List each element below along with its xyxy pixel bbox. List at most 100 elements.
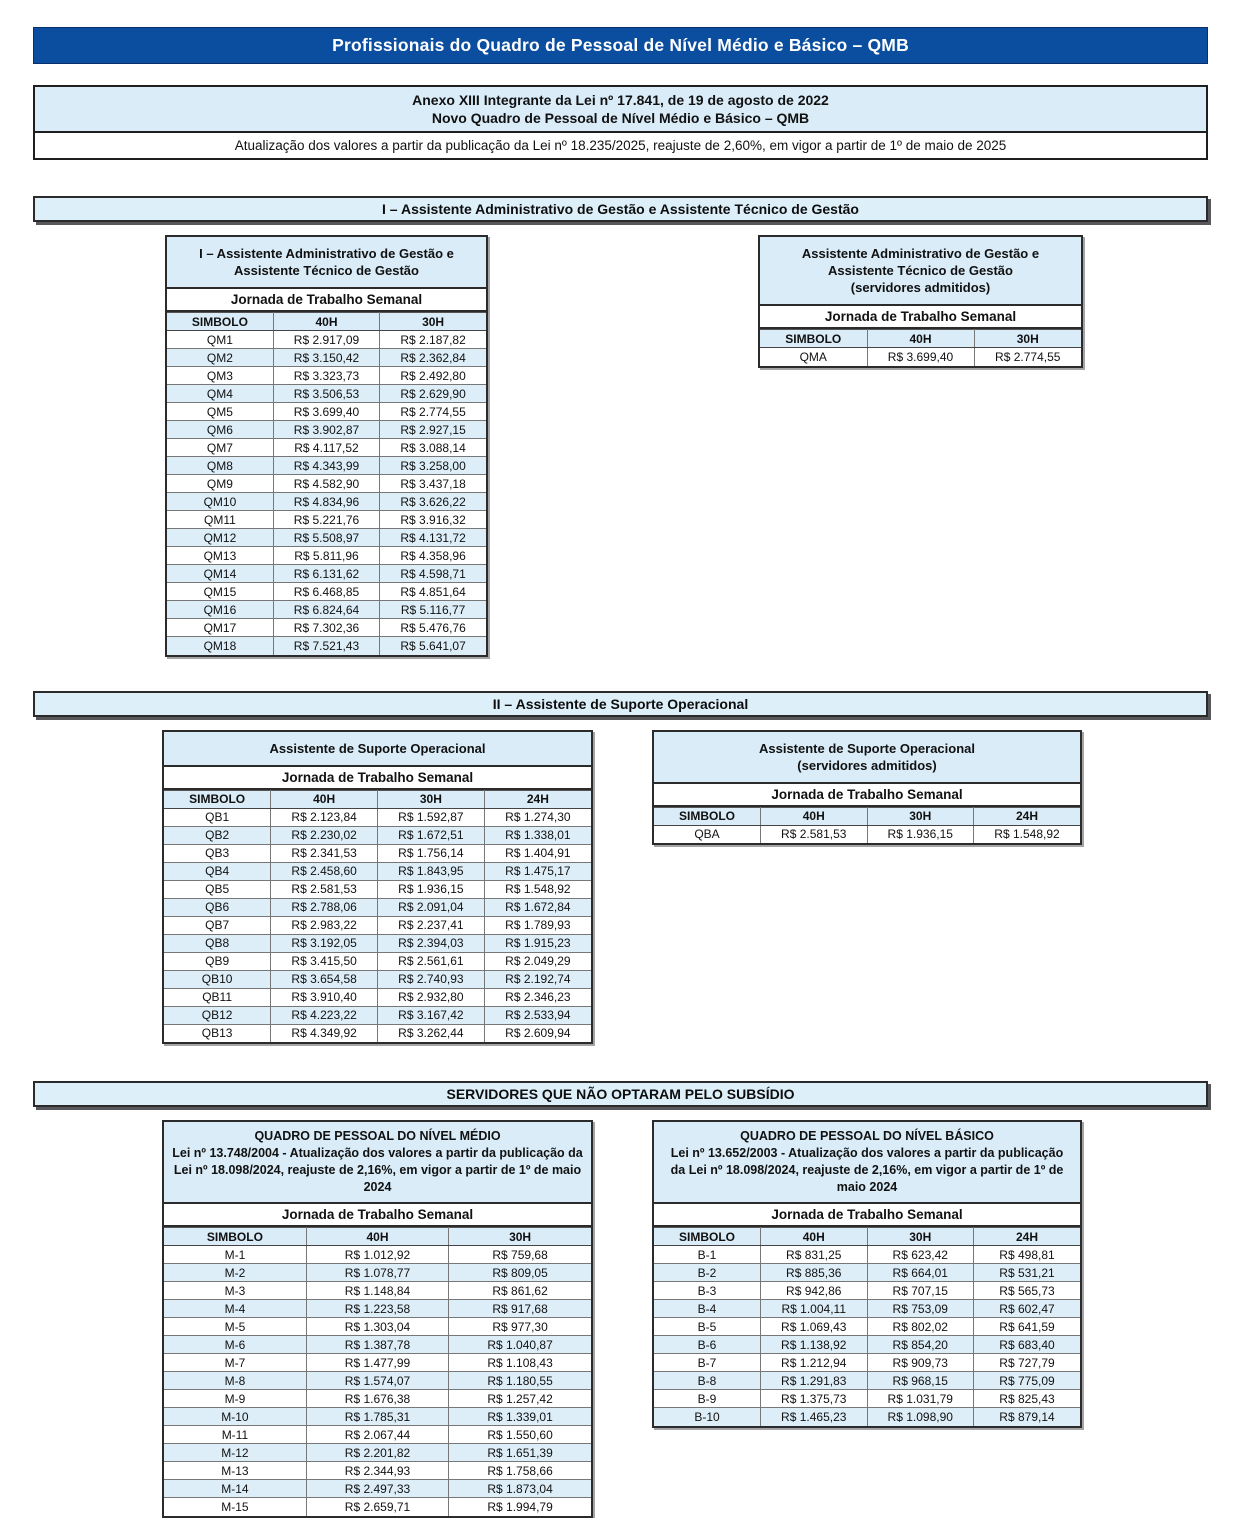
table-cell: R$ 1.291,83 [760, 1371, 868, 1390]
table-row: M-8 R$ 1.574,07 R$ 1.180,55 [164, 1371, 591, 1390]
table-cell: R$ 5.811,96 [272, 546, 381, 565]
table-cell: R$ 565,73 [973, 1281, 1080, 1300]
table-row: M-11 R$ 2.067,44 R$ 1.550,60 [164, 1425, 591, 1444]
table-row: QM14 R$ 6.131,62 R$ 4.598,71 [167, 564, 486, 583]
table-cell: M-15 [164, 1497, 307, 1516]
table-row: M-9 R$ 1.676,38 R$ 1.257,42 [164, 1389, 591, 1408]
table-cell: R$ 4.851,64 [379, 582, 486, 601]
table-row: QB9 R$ 3.415,50 R$ 2.561,61 R$ 2.049,29 [164, 951, 591, 971]
table-row: M-2 R$ 1.078,77 R$ 809,05 [164, 1263, 591, 1282]
table-cell: R$ 909,73 [866, 1353, 974, 1372]
table-cell: R$ 1.936,15 [377, 879, 485, 899]
table-cell: R$ 1.138,92 [760, 1335, 868, 1354]
table-cell: QM15 [167, 582, 274, 601]
table-row: QB12 R$ 4.223,22 R$ 3.167,42 R$ 2.533,94 [164, 1005, 591, 1025]
table-cell: R$ 4.343,99 [272, 456, 381, 475]
table-cell: QB2 [164, 825, 272, 845]
table-cell: QM11 [167, 510, 274, 529]
table-cell: R$ 854,20 [866, 1335, 974, 1354]
table-cell: R$ 1.758,66 [448, 1461, 591, 1480]
table-cell: R$ 917,68 [448, 1299, 591, 1318]
table-cell: R$ 1.257,42 [448, 1389, 591, 1408]
table-cell: R$ 5.641,07 [379, 636, 486, 655]
table-cell: R$ 3.150,42 [272, 348, 381, 367]
table-cell: R$ 2.774,55 [379, 402, 486, 421]
column-header: SIMBOLO [164, 1227, 307, 1246]
section3-heading: SERVIDORES QUE NÃO OPTARAM PELO SUBSÍDIO [446, 1086, 795, 1102]
table-subheader: Jornada de Trabalho Semanal [164, 1204, 591, 1227]
anexo-heading: Anexo XIII Integrante da Lei nº 17.841, … [35, 87, 1206, 133]
table-cell: R$ 775,09 [973, 1371, 1080, 1390]
table-cell: R$ 3.323,73 [272, 366, 381, 385]
column-header: 30H [448, 1227, 591, 1246]
section3-tables: QUADRO DE PESSOAL DO NÍVEL MÉDIO Lei nº … [33, 1120, 1208, 1518]
table-cell: R$ 1.475,17 [483, 861, 591, 881]
table-subheader: Jornada de Trabalho Semanal [167, 289, 486, 312]
table-cell: M-1 [164, 1245, 307, 1264]
table-row: QM13 R$ 5.811,96 R$ 4.358,96 [167, 546, 486, 565]
table-cell: B-4 [654, 1299, 761, 1318]
column-header: 40H [305, 1227, 450, 1246]
column-header: 40H [270, 789, 378, 809]
table-cell: M-13 [164, 1461, 307, 1480]
section2-heading-bar: II – Assistente de Suporte Operacional [33, 690, 1208, 717]
column-header: 30H [379, 312, 486, 331]
table-cell: R$ 623,42 [866, 1245, 974, 1264]
table-cell: R$ 2.123,84 [270, 807, 378, 827]
table-cell: QM16 [167, 600, 274, 619]
table-cell: R$ 2.927,15 [379, 420, 486, 439]
table-cell: QB1 [164, 807, 272, 827]
table-cell: QMA [760, 347, 868, 366]
table-cell: R$ 3.910,40 [270, 987, 378, 1007]
table-cell: R$ 2.201,82 [305, 1443, 450, 1462]
table-cell: QM2 [167, 348, 274, 367]
table-cell: B-9 [654, 1389, 761, 1408]
column-header: SIMBOLO [760, 329, 868, 348]
table-cell: R$ 4.117,52 [272, 438, 381, 457]
table-cell: M-3 [164, 1281, 307, 1300]
table-cell: R$ 1.078,77 [305, 1263, 450, 1282]
table-cell: R$ 3.916,32 [379, 510, 486, 529]
section3-heading-bar: SERVIDORES QUE NÃO OPTARAM PELO SUBSÍDIO [33, 1081, 1208, 1107]
table-row: B-4 R$ 1.004,11 R$ 753,09 R$ 602,47 [654, 1299, 1080, 1318]
table-cell: QB10 [164, 969, 272, 989]
table-cell: R$ 2.049,29 [483, 951, 591, 971]
table-row: B-7 R$ 1.212,94 R$ 909,73 R$ 727,79 [654, 1353, 1080, 1372]
table-cell: R$ 1.789,93 [483, 915, 591, 935]
table-cell: R$ 3.167,42 [377, 1005, 485, 1025]
table-row: QM2 R$ 3.150,42 R$ 2.362,84 [167, 348, 486, 367]
table-cell: QB5 [164, 879, 272, 899]
table-row: QM3 R$ 3.323,73 R$ 2.492,80 [167, 366, 486, 385]
table-cell: R$ 2.344,93 [305, 1461, 450, 1480]
table-cell: QB4 [164, 861, 272, 881]
table-cell: R$ 1.756,14 [377, 843, 485, 863]
table-cell: QB12 [164, 1005, 272, 1025]
table-subheader: Jornada de Trabalho Semanal [760, 306, 1081, 329]
header-row: SIMBOLO 40H 30H 24H [654, 1227, 1080, 1246]
table-cell: QM13 [167, 546, 274, 565]
table-cell: R$ 1.592,87 [377, 807, 485, 827]
table-cell: R$ 1.387,78 [305, 1335, 450, 1354]
salary-table-qba: SIMBOLO 40H 30H 24H QBA R$ 2.581,53 R$ 1.936,… [654, 806, 1080, 843]
column-header: 24H [973, 806, 1080, 826]
table-cell: R$ 1.672,51 [377, 825, 485, 845]
table-cell: R$ 2.067,44 [305, 1425, 450, 1444]
table-row: QBA R$ 2.581,53 R$ 1.936,15 R$ 1.548,92 [654, 824, 1080, 843]
table-cell: QM9 [167, 474, 274, 493]
table-cell: R$ 2.561,61 [377, 951, 485, 971]
table-cell: R$ 1.404,91 [483, 843, 591, 863]
table-cell: R$ 531,21 [973, 1263, 1080, 1282]
column-header: 24H [483, 789, 591, 809]
table-cell: R$ 2.341,53 [270, 843, 378, 863]
header-row: SIMBOLO 40H 30H [760, 329, 1081, 348]
table-cell: R$ 3.262,44 [377, 1023, 485, 1042]
table-cell: R$ 1.548,92 [973, 824, 1080, 843]
section1-heading-bar: I – Assistente Administrativo de Gestão … [33, 196, 1208, 222]
column-header: 40H [272, 312, 381, 331]
table-cell: R$ 6.468,85 [272, 582, 381, 601]
header-row: SIMBOLO 40H 30H [164, 1227, 591, 1246]
section2-right-table: Assistente de Suporte Operacional (servi… [652, 729, 1082, 845]
table-cell: R$ 1.180,55 [448, 1371, 591, 1390]
section1-right-table: Assistente Administrativo de Gestão e As… [758, 235, 1083, 368]
column-header: 24H [973, 1227, 1080, 1246]
